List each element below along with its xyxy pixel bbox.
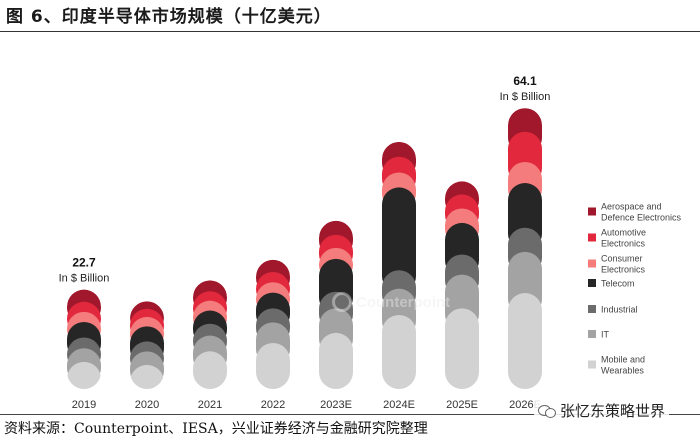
bar-segment-mobile-and-wearables — [382, 314, 416, 389]
bar-segment-mobile-and-wearables — [445, 308, 479, 389]
counterpoint-watermark: Counterpoint — [332, 292, 450, 312]
legend-label: IT — [601, 330, 610, 340]
counterpoint-logo-icon — [332, 292, 352, 312]
total-unit-label: In $ Billion — [500, 91, 551, 103]
legend-swatch — [588, 305, 596, 313]
legend-label: Mobile and — [601, 355, 645, 365]
x-tick-label: 2023E — [320, 399, 352, 411]
x-tick-label: 2026E — [509, 399, 541, 411]
legend-label: Wearables — [601, 366, 644, 376]
wechat-brand: 张忆东策略世界 — [534, 400, 670, 421]
bar-2020 — [130, 301, 164, 389]
bar-2026e — [508, 108, 542, 389]
legend-swatch — [588, 279, 596, 287]
bar-2019 — [67, 289, 101, 389]
bar-2021 — [193, 280, 227, 389]
legend-label: Consumer — [601, 254, 643, 264]
bar-segment-mobile-and-wearables — [256, 342, 290, 389]
legend-swatch — [588, 330, 596, 338]
total-value-label: 64.1 — [513, 74, 537, 88]
legend-label: Telecom — [601, 279, 635, 289]
legend-swatch — [588, 207, 596, 216]
source-note: 资料来源：Counterpoint、IESA，兴业证券经济与金融研究院整理 — [4, 421, 428, 437]
brand-name: 张忆东策略世界 — [560, 402, 666, 420]
legend-label: Industrial — [601, 305, 638, 315]
bar-segment-mobile-and-wearables — [130, 364, 164, 389]
x-tick-label: 2020 — [135, 399, 159, 411]
total-unit-label: In $ Billion — [59, 273, 110, 285]
x-tick-label: 2019 — [72, 399, 96, 411]
legend-label: Electronics — [601, 265, 646, 275]
bar-segment-mobile-and-wearables — [508, 293, 542, 389]
legend-label: Automotive — [601, 228, 646, 238]
source-rule — [0, 414, 700, 415]
total-value-label: 22.7 — [72, 256, 96, 270]
bar-2024e — [382, 141, 416, 389]
wechat-icon — [538, 404, 556, 418]
legend-swatch — [588, 233, 596, 242]
legend-label: Aerospace and — [601, 202, 662, 212]
bar-segment-telecom — [382, 187, 416, 294]
x-tick-label: 2024E — [383, 399, 415, 411]
bar-2025e — [445, 181, 479, 389]
figure-title: 图 6、印度半导体市场规模（十亿美元） — [6, 7, 332, 27]
title-rule — [0, 31, 700, 32]
x-tick-label: 2021 — [198, 399, 222, 411]
bar-segment-mobile-and-wearables — [319, 332, 353, 389]
bar-2023e — [319, 220, 353, 389]
bar-segment-mobile-and-wearables — [67, 361, 101, 389]
market-size-chart: 2019 2020 2021 2022 2023E 2024E 2025E 2026E 22.7… — [59, 74, 682, 411]
bar-2022 — [256, 259, 290, 389]
x-tick-label: 2025E — [446, 399, 478, 411]
legend-label: Electronics — [601, 239, 646, 249]
legend-label: Defence Electronics — [601, 213, 682, 223]
bar-segment-mobile-and-wearables — [193, 351, 227, 389]
legend-swatch — [588, 259, 596, 268]
legend-swatch — [588, 360, 596, 369]
x-tick-label: 2022 — [261, 399, 285, 411]
